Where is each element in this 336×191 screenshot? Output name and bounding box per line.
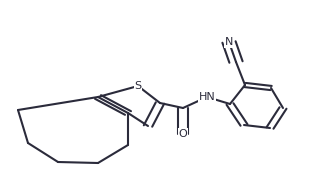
Text: HN: HN [199, 92, 215, 102]
Text: O: O [179, 129, 187, 139]
Text: N: N [225, 37, 233, 47]
Text: S: S [134, 81, 141, 91]
